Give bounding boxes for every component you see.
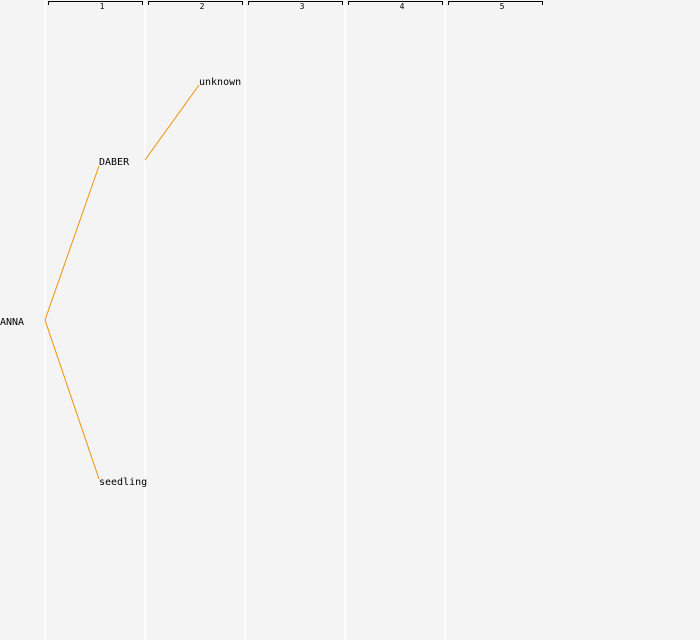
generation-label: 5 <box>500 2 505 11</box>
column-bracket <box>48 1 143 5</box>
node-label: DABER <box>99 157 130 168</box>
generation-label: 1 <box>100 2 105 11</box>
generation-label: 4 <box>400 2 405 11</box>
column-bracket <box>248 1 343 5</box>
node-label: seedling <box>99 477 147 488</box>
column-bracket <box>348 1 443 5</box>
generation-label: 2 <box>200 2 205 11</box>
node-label: ANNA <box>0 317 24 328</box>
edges <box>44 84 200 480</box>
column-bracket <box>148 1 243 5</box>
edge <box>144 84 200 161</box>
column-bracket <box>448 1 543 5</box>
node-label: unknown <box>199 77 241 88</box>
generation-label: 3 <box>300 2 305 11</box>
edge <box>44 165 100 480</box>
